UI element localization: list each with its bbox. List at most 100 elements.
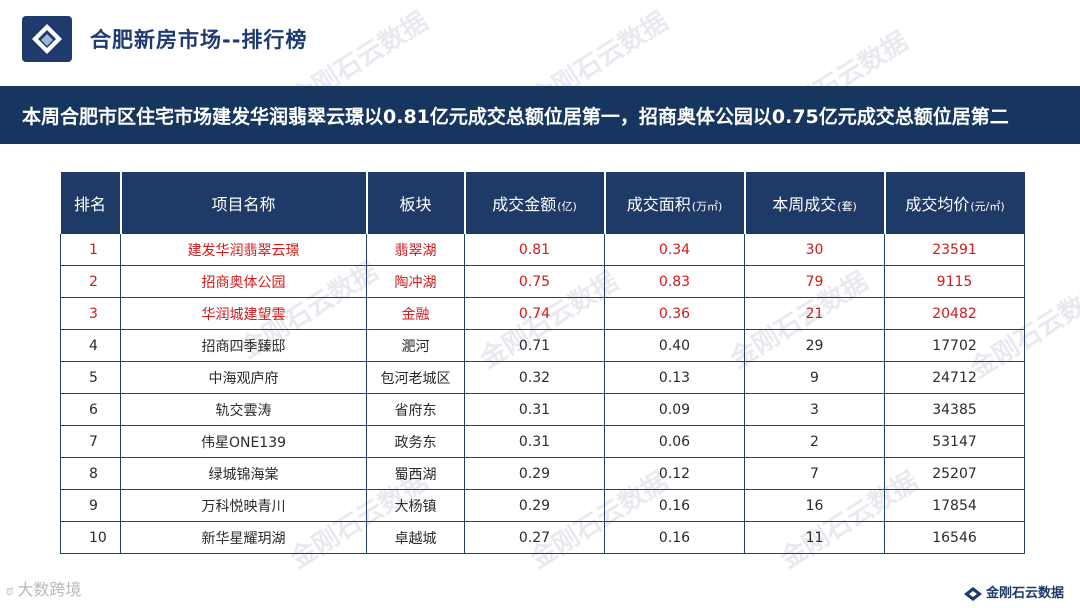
area-cell: 0.83	[604, 265, 745, 298]
units-cell: 16	[744, 489, 885, 522]
amount-cell: 0.29	[464, 457, 605, 490]
ranking-table: 排名 项目名称 板块 成交金额(亿) 成交面积(万㎡) 本周成交(套) 成交均价(元/㎡) …	[60, 172, 1025, 554]
units-cell: 9	[744, 361, 885, 394]
price-cell: 25207	[884, 457, 1025, 490]
district-cell: 大杨镇	[366, 489, 465, 522]
footer-brand-label: 金刚石云数据	[985, 586, 1064, 601]
district-cell: 陶冲湖	[366, 265, 465, 298]
rank-cell: 6	[60, 393, 121, 426]
page-title: 合肥新房市场--排行榜	[90, 28, 308, 52]
price-cell: 20482	[884, 297, 1025, 330]
table-row: 8 绿城锦海棠 蜀西湖 0.29 0.12 7 25207	[60, 457, 1025, 490]
district-cell: 金融	[366, 297, 465, 330]
project-name-cell: 招商四季臻邸	[120, 329, 367, 362]
table-row: 3 华润城建望雲 金融 0.74 0.36 21 20482	[60, 297, 1025, 330]
area-cell: 0.12	[604, 457, 745, 490]
rank-cell: 8	[60, 457, 121, 490]
project-name-cell: 新华星耀玥湖	[120, 521, 367, 554]
project-name-cell: 华润城建望雲	[120, 297, 367, 330]
rank-cell: 1	[60, 234, 121, 266]
price-cell: 34385	[884, 393, 1025, 426]
district-cell: 蜀西湖	[366, 457, 465, 490]
project-name-cell: 中海观庐府	[120, 361, 367, 394]
footer-source: ಠ 大数跨境	[6, 576, 81, 600]
project-name-cell: 轨交雲涛	[120, 393, 367, 426]
table-row: 9 万科悦映青川 大杨镇 0.29 0.16 16 17854	[60, 489, 1025, 522]
area-cell: 0.40	[604, 329, 745, 362]
column-header: 成交面积(万㎡)	[604, 172, 746, 234]
rank-cell: 9	[60, 489, 121, 522]
brand-logo	[22, 16, 72, 62]
units-cell: 11	[744, 521, 885, 554]
amount-cell: 0.29	[464, 489, 605, 522]
table-row: 5 中海观庐府 包河老城区 0.32 0.13 9 24712	[60, 361, 1025, 394]
column-header: 板块	[366, 172, 466, 234]
column-header-unit: (万㎡)	[691, 200, 723, 213]
area-cell: 0.06	[604, 425, 745, 458]
district-cell: 省府东	[366, 393, 465, 426]
diamond-logo-icon	[963, 586, 982, 601]
price-cell: 9115	[884, 265, 1025, 298]
rank-cell: 5	[60, 361, 121, 394]
area-cell: 0.16	[604, 489, 745, 522]
summary-banner	[0, 86, 1080, 144]
rank-cell: 2	[60, 265, 121, 298]
column-header-label: 成交均价	[905, 195, 970, 214]
column-header-label: 板块	[399, 195, 432, 214]
table-row: 1 建发华润翡翠云璟 翡翠湖 0.81 0.34 30 23591	[60, 234, 1025, 266]
footer-left-label: 大数跨境	[17, 580, 82, 599]
price-cell: 17854	[884, 489, 1025, 522]
rank-cell: 4	[60, 329, 121, 362]
column-header: 成交金额(亿)	[464, 172, 606, 234]
price-cell: 23591	[884, 234, 1025, 266]
footer-brand: 金刚石云数据	[963, 582, 1064, 601]
column-header: 成交均价(元/㎡)	[884, 172, 1025, 234]
column-header-unit: (亿)	[557, 200, 577, 213]
rank-cell: 10	[60, 521, 121, 554]
district-cell: 包河老城区	[366, 361, 465, 394]
area-cell: 0.09	[604, 393, 745, 426]
summary-text: 本周合肥市区住宅市场建发华润翡翠云璟以0.81亿元成交总额位居第一，招商奥体公园…	[22, 106, 1009, 128]
area-cell: 0.34	[604, 234, 745, 266]
project-name-cell: 招商奥体公园	[120, 265, 367, 298]
area-cell: 0.13	[604, 361, 745, 394]
district-cell: 卓越城	[366, 521, 465, 554]
price-cell: 16546	[884, 521, 1025, 554]
price-cell: 53147	[884, 425, 1025, 458]
column-header-unit: (元/㎡)	[970, 200, 1005, 213]
column-header-label: 排名	[73, 195, 106, 214]
district-cell: 政务东	[366, 425, 465, 458]
amount-cell: 0.71	[464, 329, 605, 362]
table-header-row: 排名 项目名称 板块 成交金额(亿) 成交面积(万㎡) 本周成交(套) 成交均价(元/㎡)	[60, 172, 1025, 234]
column-header: 本周成交(套)	[744, 172, 886, 234]
project-name-cell: 万科悦映青川	[120, 489, 367, 522]
table-body: 1 建发华润翡翠云璟 翡翠湖 0.81 0.34 30 23591 2 招商奥体公园 陶冲湖 0.7…	[60, 234, 1025, 554]
units-cell: 29	[744, 329, 885, 362]
table-row: 6 轨交雲涛 省府东 0.31 0.09 3 34385	[60, 393, 1025, 426]
project-name-cell: 建发华润翡翠云璟	[120, 234, 367, 266]
units-cell: 79	[744, 265, 885, 298]
units-cell: 21	[744, 297, 885, 330]
units-cell: 30	[744, 234, 885, 266]
column-header-label: 成交面积	[626, 195, 691, 214]
diamond-logo-icon	[32, 24, 62, 54]
column-header-label: 本周成交	[772, 195, 837, 214]
column-header-label: 项目名称	[211, 195, 276, 214]
weibo-icon: ಠ	[6, 583, 14, 599]
units-cell: 7	[744, 457, 885, 490]
rank-cell: 3	[60, 297, 121, 330]
table-row: 10 新华星耀玥湖 卓越城 0.27 0.16 11 16546	[60, 521, 1025, 554]
table-row: 7 伟星ONE139 政务东 0.31 0.06 2 53147	[60, 425, 1025, 458]
project-name-cell: 伟星ONE139	[120, 425, 367, 458]
district-cell: 翡翠湖	[366, 234, 465, 266]
price-cell: 17702	[884, 329, 1025, 362]
area-cell: 0.16	[604, 521, 745, 554]
amount-cell: 0.75	[464, 265, 605, 298]
rank-cell: 7	[60, 425, 121, 458]
amount-cell: 0.27	[464, 521, 605, 554]
amount-cell: 0.31	[464, 425, 605, 458]
district-cell: 淝河	[366, 329, 465, 362]
amount-cell: 0.31	[464, 393, 605, 426]
units-cell: 3	[744, 393, 885, 426]
units-cell: 2	[744, 425, 885, 458]
